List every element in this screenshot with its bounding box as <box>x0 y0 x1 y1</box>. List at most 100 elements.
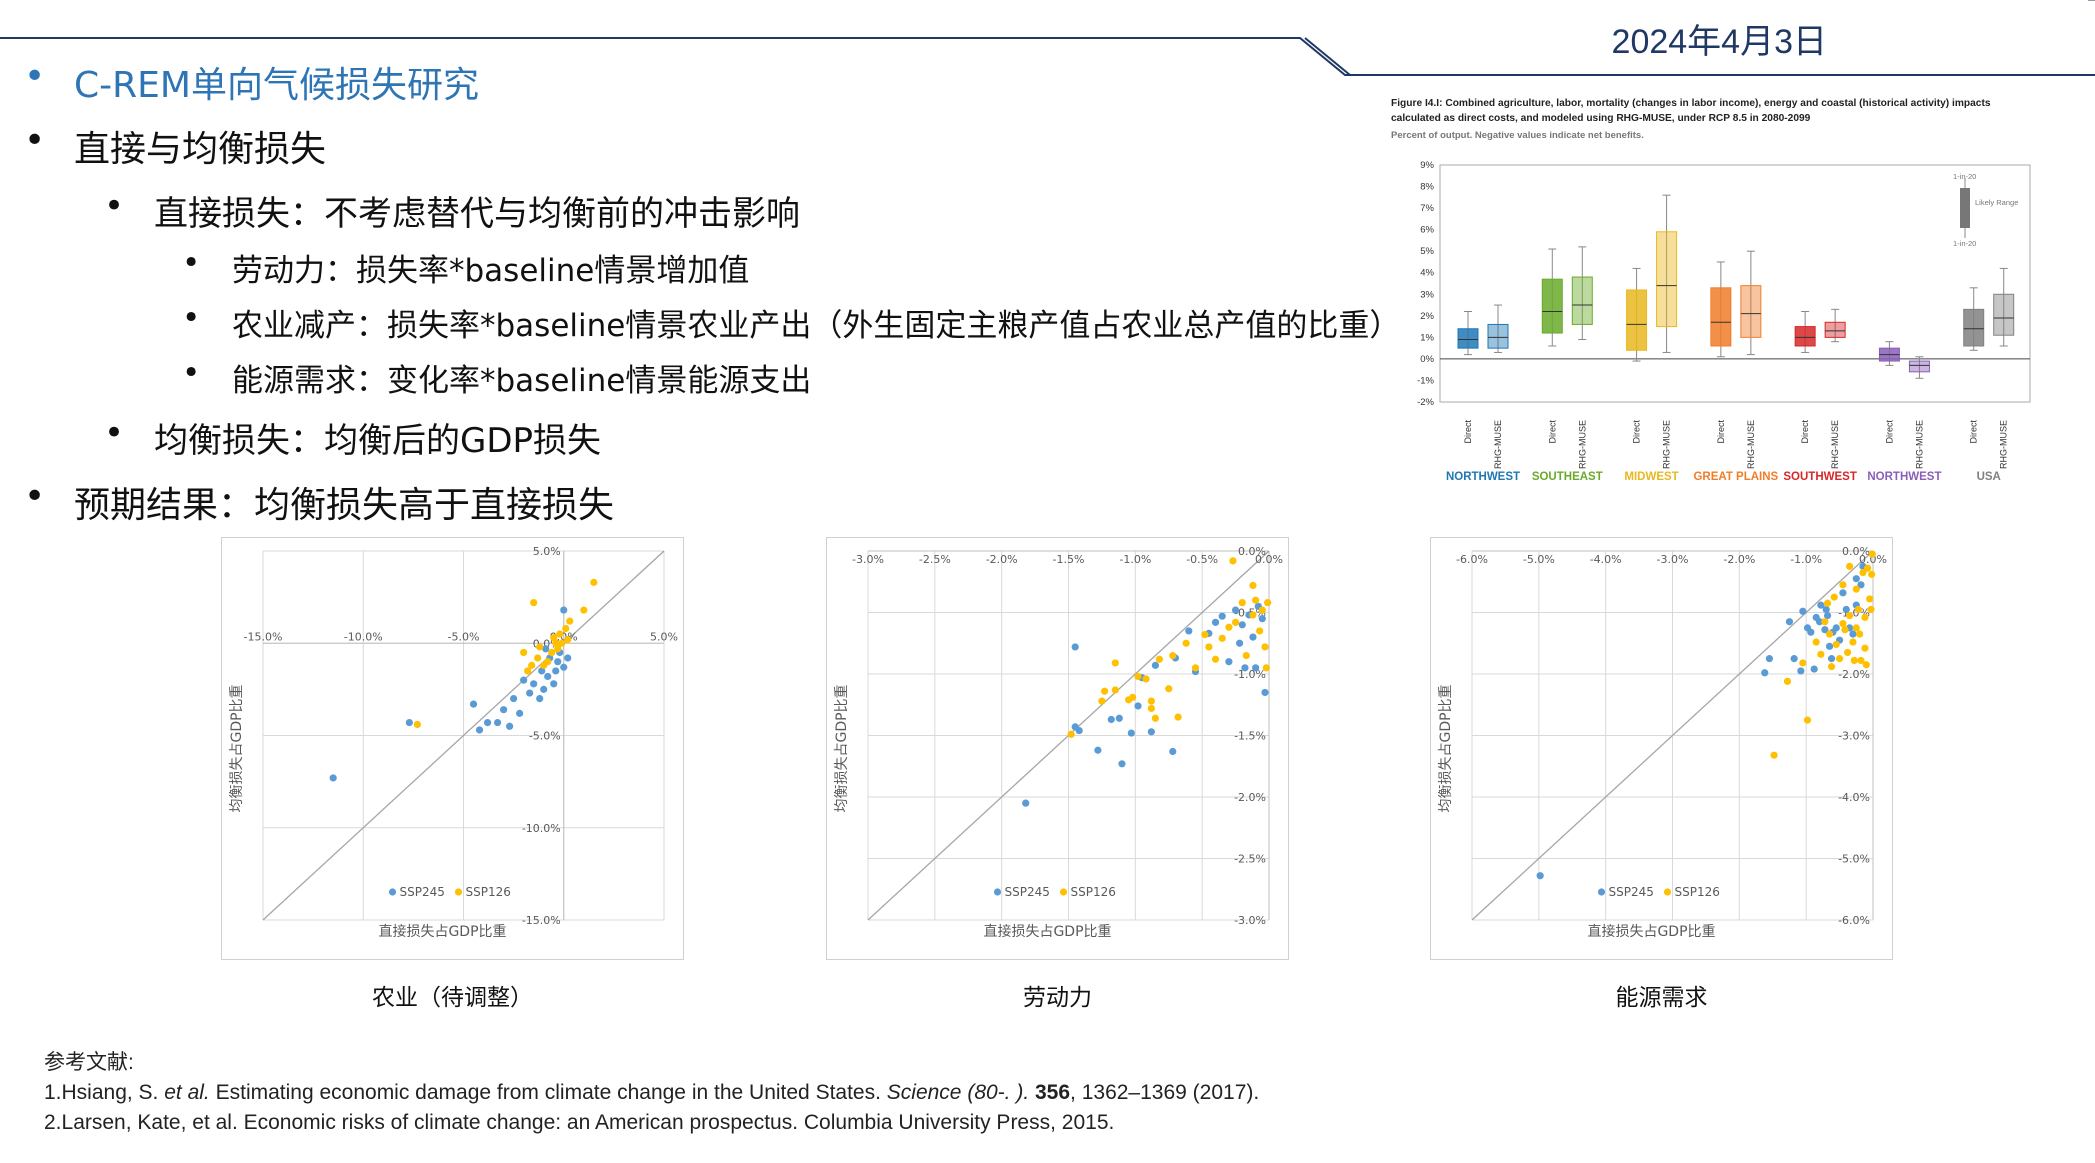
scatter-point-ssp126 <box>580 606 588 614</box>
x-tick-label: -1.0% <box>1790 553 1822 566</box>
scatter-point-ssp245 <box>1790 655 1798 663</box>
scatter-point-ssp126 <box>1249 581 1257 590</box>
scatter-point-ssp245 <box>1822 605 1830 614</box>
scatter-point-ssp245 <box>1231 606 1240 614</box>
region-label: MIDWEST <box>1624 471 1678 483</box>
scatter-point-ssp126 <box>1098 697 1106 705</box>
scatter-point-ssp245 <box>1536 872 1544 880</box>
scatter-point-ssp126 <box>1155 655 1163 663</box>
scatter-point-ssp126 <box>1812 638 1820 646</box>
scatter-point-ssp126 <box>1147 697 1155 705</box>
x-tick-label: -2.5% <box>919 553 951 566</box>
region-label: SOUTHWEST <box>1783 471 1856 483</box>
scatter-point-ssp126 <box>1134 672 1142 681</box>
scatter-point-ssp126 <box>548 648 556 657</box>
reference-2: 2.Larsen, Kate, et al. Economic risks of… <box>44 1111 1115 1134</box>
scatter-energy: -6.0% -5.0% -4.0% -3.0% -2.0% -1.0% 0.0%0.0%-1… <box>1430 537 1893 960</box>
scatter-point-ssp245 <box>526 689 534 697</box>
box <box>1626 289 1648 351</box>
header-rule <box>0 0 2095 76</box>
scatter-point-ssp126 <box>1846 611 1854 620</box>
scatter-point-ssp245 <box>1857 581 1865 589</box>
slide-date: 2024年4月3日 <box>1611 23 1827 61</box>
scatter-point-ssp126 <box>1147 704 1155 713</box>
scatter-point-ssp126 <box>1129 693 1137 701</box>
legend-marker-ssp126 <box>1663 888 1672 896</box>
scatter-point-ssp245 <box>1249 633 1257 641</box>
scatter-point-ssp126 <box>1249 611 1257 619</box>
x-tick-label: -10.0% <box>344 630 383 643</box>
box <box>1457 328 1479 349</box>
scatter-point-ssp245 <box>1821 626 1829 634</box>
scatter-point-ssp126 <box>1225 623 1233 631</box>
scatter-point-ssp245 <box>536 695 544 703</box>
scatter-point-ssp245 <box>1785 618 1794 626</box>
scatter-point-ssp245 <box>500 706 508 714</box>
scatter-point-ssp245 <box>483 718 492 727</box>
scatter-point-ssp126 <box>1252 596 1260 604</box>
scatter-point-ssp245 <box>1075 726 1083 735</box>
x-tick-label: 0.0% <box>1255 553 1283 566</box>
y-tick-label: -4.0% <box>1838 791 1870 804</box>
scatter-point-ssp126 <box>1261 643 1269 651</box>
legend-label-ssp245: SSP245 <box>1005 885 1050 899</box>
scatter-point-ssp245 <box>1107 715 1115 724</box>
scatter-agriculture: -15.0% -10.0% -5.0% 0.0% 5.0%5.0%0.0%-5.0%-1… <box>221 537 684 960</box>
scatter-point-ssp126 <box>1182 639 1190 647</box>
y-tick-label: -10.0% <box>522 822 561 835</box>
scatter-point-ssp245 <box>1807 628 1815 636</box>
chart-border <box>221 537 684 960</box>
method-label: Direct <box>1969 420 1979 444</box>
scatter-point-ssp126 <box>1849 638 1857 646</box>
scatter-point-ssp126 <box>556 630 564 638</box>
y-tick-label: 6% <box>1420 225 1434 236</box>
scatter-point-ssp126 <box>520 648 528 657</box>
y-axis-title: 均衡损失占GDP比重 <box>834 684 850 812</box>
scatter-point-ssp245 <box>1765 655 1774 663</box>
method-label: RHG-MUSE <box>1577 420 1587 469</box>
scatter-point-ssp126 <box>1803 716 1812 724</box>
x-tick-label: -0.5% <box>1186 553 1218 566</box>
box <box>1908 360 1930 373</box>
scatter-point-ssp245 <box>1211 618 1220 626</box>
scatter-point-ssp126 <box>1799 659 1807 667</box>
y-tick-label: -2% <box>1417 397 1434 408</box>
scatter-point-ssp126 <box>1823 599 1832 607</box>
y-tick-label: 1% <box>1420 332 1434 343</box>
box <box>1824 321 1846 338</box>
legend-label-ssp245: SSP245 <box>400 885 445 899</box>
legend-marker-ssp245 <box>1597 888 1606 896</box>
references-title: 参考文献: <box>44 1051 134 1074</box>
scatter-point-ssp245 <box>405 718 413 727</box>
x-tick-label: -2.0% <box>1723 553 1755 566</box>
method-label: RHG-MUSE <box>1493 420 1503 469</box>
y-tick-label: 5.0% <box>533 545 561 558</box>
diagonal-line <box>262 550 665 921</box>
scatter-point-ssp245 <box>1761 669 1769 677</box>
caption-agriculture: 农业（待调整） <box>372 985 533 1011</box>
legend-label-ssp126: SSP126 <box>1675 885 1720 899</box>
method-label: Direct <box>1716 420 1726 444</box>
scatter-point-ssp126 <box>413 720 421 729</box>
y-tick-label: 7% <box>1420 203 1434 214</box>
x-tick-label: 0.0% <box>1859 553 1887 566</box>
scatter-point-ssp245 <box>493 718 502 727</box>
scatter-point-ssp245 <box>1147 728 1155 736</box>
scatter-point-ssp245 <box>1134 702 1142 710</box>
scatter-point-ssp126 <box>1854 605 1862 614</box>
scatter-point-ssp126 <box>534 654 542 662</box>
scatter-point-ssp126 <box>1861 644 1869 652</box>
scatter-point-ssp126 <box>590 578 598 586</box>
method-label: RHG-MUSE <box>1662 420 1672 469</box>
boxplot-figure: Figure I4.I: Combined agriculture, labor… <box>1391 98 2031 483</box>
scatter-point-ssp126 <box>1783 677 1792 685</box>
method-label: Direct <box>1800 420 1810 444</box>
x-tick-label: -3.0% <box>1657 553 1689 566</box>
x-axis-title: 直接损失占GDP比重 <box>1587 923 1715 940</box>
scatter-point-ssp126 <box>1856 630 1864 638</box>
scatter-point-ssp126 <box>1830 593 1838 601</box>
scatter-point-ssp126 <box>540 661 548 669</box>
legend-marker-ssp126 <box>1059 888 1068 896</box>
box <box>1740 285 1762 338</box>
scatter-point-ssp245 <box>1815 618 1824 626</box>
